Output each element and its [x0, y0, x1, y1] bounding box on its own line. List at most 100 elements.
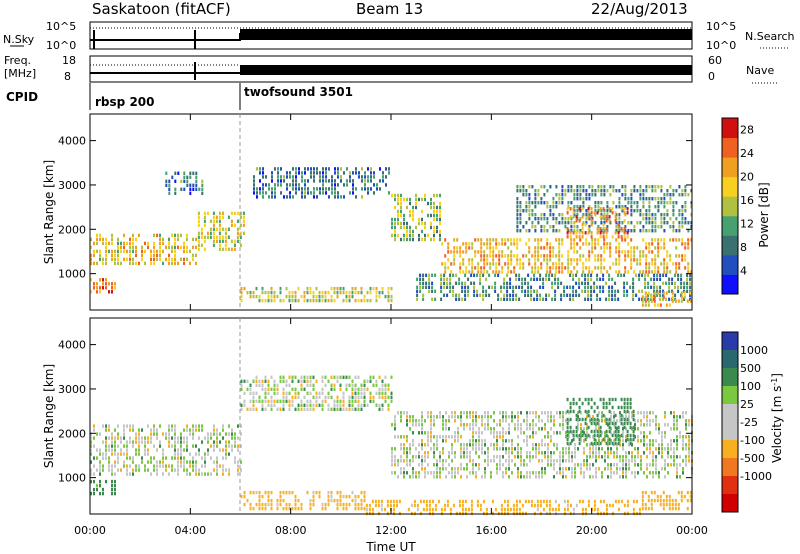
heatmap-cell	[588, 266, 591, 270]
heatmap-cell	[255, 379, 258, 383]
heatmap-cell	[363, 403, 366, 407]
heatmap-cell	[316, 167, 318, 171]
heatmap-cell	[209, 219, 212, 223]
heatmap-cell	[496, 423, 498, 427]
heatmap-cell	[486, 238, 489, 242]
heatmap-cell	[573, 246, 576, 250]
heatmap-cell	[212, 243, 215, 247]
heatmap-cell	[330, 498, 333, 503]
heatmap-cell	[477, 238, 480, 242]
heatmap-cell	[620, 397, 623, 402]
heatmap-cell	[216, 468, 218, 472]
heatmap-cell	[675, 229, 678, 233]
heatmap-cell	[625, 411, 627, 415]
heatmap-cell	[523, 431, 525, 435]
heatmap-cell	[587, 425, 590, 430]
heatmap-cell	[180, 456, 182, 460]
heatmap-cell	[611, 293, 614, 297]
heatmap-cell	[300, 294, 303, 299]
heatmap-cell	[90, 237, 92, 242]
heatmap-cell	[602, 499, 605, 504]
heatmap-cell	[267, 498, 270, 503]
heatmap-cell	[570, 221, 573, 225]
heatmap-cell	[433, 463, 435, 467]
heatmap-cell	[274, 183, 276, 187]
heatmap-cell	[517, 415, 519, 419]
heatmap-cell	[274, 167, 276, 171]
heatmap-cell	[580, 463, 582, 467]
heatmap-cell	[653, 285, 656, 289]
heatmap-cell	[558, 193, 561, 197]
heatmap-cell	[648, 262, 651, 266]
heatmap-cell	[664, 447, 666, 451]
heatmap-cell	[200, 235, 203, 239]
heatmap-cell	[270, 395, 273, 399]
heatmap-cell	[603, 246, 606, 250]
heatmap-cell	[403, 221, 405, 226]
heatmap-cell	[581, 235, 584, 239]
heatmap-cell	[123, 444, 125, 448]
heatmap-cell	[446, 285, 449, 289]
heatmap-cell	[455, 293, 458, 297]
heatmap-cell	[558, 250, 561, 254]
heatmap-cell	[397, 411, 399, 415]
heatmap-cell	[306, 399, 309, 403]
heatmap-cell	[270, 506, 273, 511]
heatmap-cell	[575, 413, 578, 418]
heatmap-cell	[409, 229, 411, 234]
heatmap-cell	[677, 490, 680, 495]
heatmap-cell	[102, 440, 104, 444]
heatmap-cell	[653, 297, 656, 301]
heatmap-cell	[108, 241, 110, 246]
heatmap-cell	[517, 447, 519, 451]
heatmap-cell	[472, 423, 474, 427]
heatmap-cell	[497, 273, 500, 277]
heatmap-cell	[135, 440, 137, 444]
heatmap-cell	[363, 379, 366, 383]
heatmap-cell	[369, 391, 372, 395]
heatmap-cell	[200, 231, 203, 235]
heatmap-cell	[575, 503, 578, 508]
heatmap-cell	[252, 506, 255, 511]
heatmap-cell	[594, 201, 597, 205]
heatmap-cell	[568, 435, 570, 439]
heatmap-cell	[603, 189, 606, 193]
heatmap-cell	[309, 506, 312, 511]
heatmap-cell	[581, 507, 584, 512]
heatmap-cell	[604, 415, 606, 419]
heatmap-cell	[509, 297, 512, 301]
heatmap-cell	[303, 375, 306, 379]
heatmap-cell	[570, 201, 573, 205]
heatmap-cell	[427, 455, 429, 459]
heatmap-cell	[622, 463, 624, 467]
heatmap-cell	[114, 282, 116, 286]
heatmap-cell	[553, 443, 555, 447]
heatmap-cell	[642, 250, 645, 254]
heatmap-cell	[457, 431, 459, 435]
heatmap-cell	[279, 490, 282, 495]
heatmap-cell	[421, 467, 423, 471]
heatmap-cell	[675, 246, 678, 250]
heatmap-cell	[192, 468, 194, 472]
heatmap-cell	[677, 277, 680, 281]
heatmap-cell	[556, 411, 558, 415]
heatmap-cell	[267, 298, 270, 303]
heatmap-cell	[557, 507, 560, 512]
heatmap-cell	[596, 417, 599, 422]
heatmap-cell	[415, 475, 417, 479]
heatmap-cell	[668, 289, 671, 293]
heatmap-cell	[612, 189, 615, 193]
heatmap-cell	[285, 490, 288, 495]
heatmap-cell	[597, 229, 600, 233]
heatmap-cell	[212, 219, 215, 223]
heatmap-cell	[484, 439, 486, 443]
colorbar-frame	[721, 117, 739, 295]
heatmap-cell	[601, 411, 603, 415]
heatmap-cell	[570, 246, 573, 250]
heatmap-cell	[647, 506, 650, 511]
heatmap-cell	[279, 494, 282, 499]
heatmap-cell	[418, 471, 420, 475]
heatmap-cell	[568, 459, 570, 463]
heatmap-cell	[433, 229, 435, 234]
heatmap-cell	[306, 298, 309, 303]
